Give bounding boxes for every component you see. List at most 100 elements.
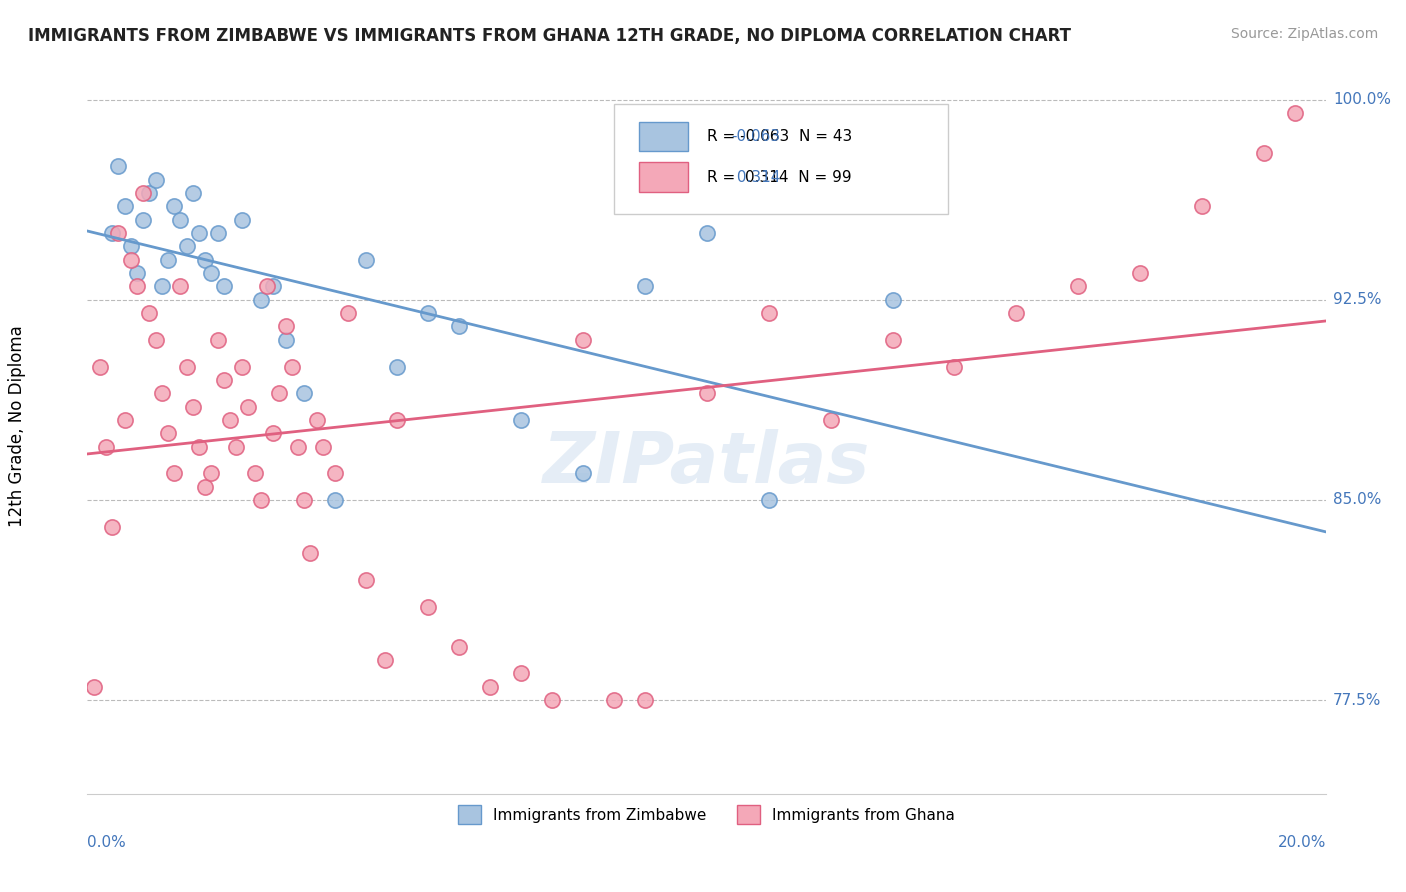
FancyBboxPatch shape bbox=[614, 103, 948, 214]
Point bbox=[138, 186, 160, 200]
Point bbox=[125, 279, 148, 293]
Point bbox=[287, 440, 309, 454]
Point bbox=[207, 226, 229, 240]
Point bbox=[188, 226, 211, 240]
Point bbox=[1191, 199, 1213, 213]
Point bbox=[120, 239, 142, 253]
Text: ZIPatlas: ZIPatlas bbox=[543, 429, 870, 498]
Point bbox=[758, 306, 780, 320]
Point bbox=[250, 293, 273, 307]
FancyBboxPatch shape bbox=[638, 162, 688, 192]
Point bbox=[125, 266, 148, 280]
Text: 85.0%: 85.0% bbox=[1333, 492, 1381, 508]
Point bbox=[274, 319, 297, 334]
Point bbox=[181, 186, 204, 200]
Text: IMMIGRANTS FROM ZIMBABWE VS IMMIGRANTS FROM GHANA 12TH GRADE, NO DIPLOMA CORRELA: IMMIGRANTS FROM ZIMBABWE VS IMMIGRANTS F… bbox=[28, 27, 1071, 45]
Point bbox=[447, 319, 470, 334]
Point bbox=[572, 467, 595, 481]
Point bbox=[163, 467, 186, 481]
Text: 0.314: 0.314 bbox=[731, 169, 780, 185]
Point bbox=[299, 546, 322, 560]
Point bbox=[194, 480, 217, 494]
Point bbox=[758, 493, 780, 508]
Point bbox=[323, 493, 346, 508]
Point bbox=[1005, 306, 1028, 320]
Text: Source: ZipAtlas.com: Source: ZipAtlas.com bbox=[1230, 27, 1378, 41]
Point bbox=[281, 359, 304, 374]
Point bbox=[262, 279, 284, 293]
Point bbox=[101, 226, 124, 240]
Point bbox=[510, 413, 533, 427]
Point bbox=[262, 426, 284, 441]
Point bbox=[207, 333, 229, 347]
Point bbox=[89, 359, 111, 374]
Point bbox=[256, 279, 278, 293]
Point bbox=[305, 413, 328, 427]
FancyBboxPatch shape bbox=[638, 122, 688, 152]
Point bbox=[114, 413, 136, 427]
Point bbox=[1067, 279, 1090, 293]
Text: 100.0%: 100.0% bbox=[1333, 92, 1391, 107]
Point bbox=[200, 467, 222, 481]
Legend: Immigrants from Zimbabwe, Immigrants from Ghana: Immigrants from Zimbabwe, Immigrants fro… bbox=[453, 799, 962, 830]
Point bbox=[150, 279, 173, 293]
Point bbox=[820, 413, 842, 427]
Point bbox=[354, 252, 377, 267]
Point bbox=[156, 252, 179, 267]
Text: 12th Grade, No Diploma: 12th Grade, No Diploma bbox=[7, 326, 25, 527]
Point bbox=[634, 693, 657, 707]
Text: 77.5%: 77.5% bbox=[1333, 693, 1381, 707]
Text: R = -0.063  N = 43: R = -0.063 N = 43 bbox=[707, 129, 852, 145]
Point bbox=[212, 279, 235, 293]
Point bbox=[696, 386, 718, 401]
Point bbox=[323, 467, 346, 481]
Point bbox=[169, 212, 191, 227]
Point bbox=[114, 199, 136, 213]
Point bbox=[163, 199, 186, 213]
Point bbox=[176, 359, 198, 374]
Point bbox=[385, 413, 408, 427]
Point bbox=[292, 493, 315, 508]
Point bbox=[83, 680, 105, 694]
Point bbox=[696, 226, 718, 240]
Point bbox=[231, 212, 253, 227]
Point bbox=[1284, 106, 1306, 120]
Point bbox=[188, 440, 211, 454]
Point bbox=[132, 186, 155, 200]
Text: -0.063: -0.063 bbox=[731, 129, 780, 145]
Point bbox=[416, 306, 439, 320]
Point bbox=[169, 279, 191, 293]
Point bbox=[200, 266, 222, 280]
Point bbox=[107, 160, 129, 174]
Point bbox=[274, 333, 297, 347]
Point bbox=[354, 573, 377, 587]
Point bbox=[250, 493, 273, 508]
Point bbox=[150, 386, 173, 401]
Point bbox=[231, 359, 253, 374]
Point bbox=[238, 400, 260, 414]
Point bbox=[634, 279, 657, 293]
Point bbox=[243, 467, 266, 481]
Point bbox=[181, 400, 204, 414]
Point bbox=[225, 440, 247, 454]
Point bbox=[603, 693, 626, 707]
Point bbox=[943, 359, 966, 374]
Point bbox=[120, 252, 142, 267]
Point bbox=[101, 519, 124, 533]
Point bbox=[132, 212, 155, 227]
Point bbox=[541, 693, 564, 707]
Text: R =  0.314  N = 99: R = 0.314 N = 99 bbox=[707, 169, 852, 185]
Text: 0.0%: 0.0% bbox=[87, 835, 127, 850]
Point bbox=[385, 359, 408, 374]
Point bbox=[212, 373, 235, 387]
Point bbox=[447, 640, 470, 654]
Point bbox=[94, 440, 117, 454]
Point bbox=[269, 386, 291, 401]
Point bbox=[510, 666, 533, 681]
Point bbox=[882, 293, 904, 307]
Point bbox=[145, 333, 167, 347]
Point bbox=[416, 599, 439, 614]
Point bbox=[194, 252, 217, 267]
Point bbox=[1253, 146, 1275, 161]
Point bbox=[138, 306, 160, 320]
